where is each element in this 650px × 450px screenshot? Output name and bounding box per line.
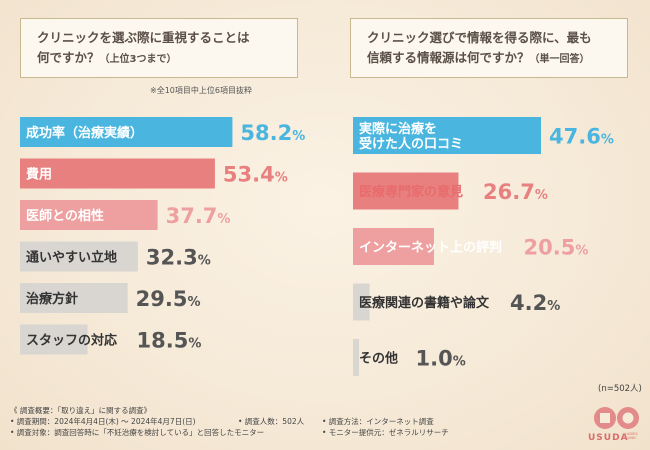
bar-label-right-2: インターネット上の評判 [359, 240, 502, 256]
value-label-right-2: 20.5% [524, 236, 589, 260]
bar-right-4 [353, 339, 359, 376]
footer-title: 《 調査概要：「取り違え」に関する調査》 [10, 406, 152, 415]
bar-left-4 [20, 283, 128, 313]
bar-left-0 [20, 117, 233, 147]
value-label-right-3: 4.2% [510, 291, 560, 315]
value-label-left-4: 29.5% [136, 287, 201, 311]
logo-sub2: CLINIC [625, 436, 637, 440]
logo-text: USUDA [588, 433, 629, 443]
left-question-box: クリニックを選ぶ際に重視することは 何ですか？（上位3つまで） [20, 18, 298, 78]
bar-label-right-0: 実際に治療を [359, 121, 437, 137]
logo-mark-icon [594, 407, 639, 429]
value-label-left-2: 37.7% [166, 204, 231, 228]
sample-size-label: (n=502人) [598, 384, 642, 394]
right-question-line2: 信頼する情報源は何ですか？ [367, 50, 530, 65]
left-question-line2: 何ですか？ [37, 50, 100, 65]
bar-right-3 [353, 283, 370, 321]
bar-right-2 [353, 228, 434, 265]
bar-label-left-2: 医師との相性 [26, 208, 104, 224]
footer-target: • 調査対象：調査回答時に「不妊治療を検討している」と回答したモニター [10, 428, 265, 437]
logo-sub1: LADIES [625, 432, 638, 436]
value-label-right-0: 47.6% [549, 125, 614, 149]
value-label-left-0: 58.2% [240, 121, 305, 145]
bar-label-left-5: スタッフの対応 [26, 333, 117, 349]
footer-provider: • モニター提供元：ゼネラルリサーチ [322, 428, 449, 437]
bar-left-5 [20, 324, 88, 355]
bar-left-1 [20, 158, 215, 189]
left-subnote: ※全10項目中上位6項目抜粋 [150, 86, 252, 95]
footer-method: • 調査方法：インターネット調査 [322, 417, 434, 426]
bar-left-3 [20, 241, 138, 272]
bar-label-right-0: 受けた人の口コミ [359, 136, 463, 152]
bar-label-right-3: 医療関連の書籍や論文 [359, 295, 490, 311]
bar-label-right-1: 医療専門家の意見 [359, 184, 463, 200]
footer-people: • 調査人数：502人 [238, 417, 305, 426]
clinic-logo: USUDA LADIES CLINIC [588, 405, 646, 445]
right-question-note: （単一回答） [529, 54, 590, 65]
left-question-line1: クリニックを選ぶ際に重視することは [37, 30, 250, 45]
bar-label-left-4: 治療方針 [26, 291, 78, 307]
bar-right-0 [353, 117, 542, 154]
survey-footer: 《 調査概要：「取り違え」に関する調査》 • 調査期間：2024年4月4日(木)… [10, 405, 449, 438]
value-label-left-1: 53.4% [223, 163, 288, 187]
footer-period: • 調査期間：2024年4月4日(木) ～ 2024年4月7日(日) [10, 417, 196, 426]
value-label-left-3: 32.3% [146, 246, 211, 270]
bar-label-left-0: 成功率（治療実績） [26, 125, 143, 141]
right-question-box: クリニック選びで情報を得る際に、最も 信頼する情報源は何ですか？（単一回答） [350, 18, 628, 78]
bar-left-2 [20, 200, 158, 230]
bar-label-left-3: 通いやすい立地 [26, 250, 117, 266]
left-question-note: （上位3つまで） [99, 54, 177, 65]
value-label-right-4: 1.0% [416, 347, 466, 371]
bar-right-1 [353, 172, 459, 210]
bar-label-right-4: その他 [359, 351, 398, 367]
right-question-line1: クリニック選びで情報を得る際に、最も [367, 30, 592, 45]
value-label-right-1: 26.7% [483, 180, 548, 204]
value-label-left-5: 18.5% [137, 329, 202, 353]
bar-label-left-1: 費用 [26, 167, 52, 183]
